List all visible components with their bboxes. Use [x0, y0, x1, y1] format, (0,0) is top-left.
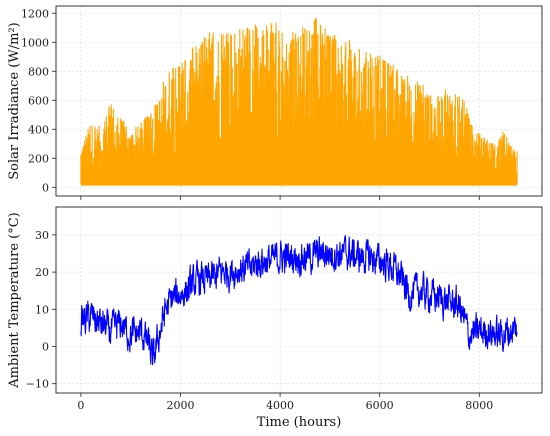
solar-irradiance-panel: 0 200 400 600 800 1000 1200 Solar Irradiance (… [7, 5, 543, 200]
ambient-temperature-series [80, 234, 518, 366]
y-tick-label: 30 [35, 229, 49, 242]
ambient-temperature-panel: 0 2000 4000 6000 8000 −10 0 10 20 30 Ambient Temp… [7, 206, 543, 430]
temperature-y-axis-label: Ambient Temperature (°C) [7, 212, 22, 389]
y-tick-label: 400 [28, 123, 49, 136]
temperature-plot-frame [55, 206, 543, 394]
ambient-temperature-line [80, 234, 518, 366]
solar-irradiance-line [80, 17, 518, 185]
solar-irradiance-series [80, 17, 518, 186]
x-tick-label: 2000 [166, 399, 194, 412]
y-tick-label: −10 [26, 378, 49, 391]
temperature-grid [56, 207, 542, 393]
y-tick-label: 20 [35, 266, 49, 279]
solar-y-axis-label: Solar Irradiance (W/m²) [7, 22, 22, 179]
y-tick-label: 0 [42, 341, 49, 354]
x-tick-label: 0 [77, 399, 84, 412]
y-tick-label: 10 [35, 303, 49, 316]
solar-axis-ticks: 0 200 400 600 800 1000 1200 [21, 7, 480, 200]
x-tick-label: 6000 [366, 399, 394, 412]
y-tick-label: 600 [28, 94, 49, 107]
y-tick-label: 0 [42, 181, 49, 194]
x-tick-label: 8000 [465, 399, 493, 412]
temperature-axis-ticks: 0 2000 4000 6000 8000 −10 0 10 20 30 [26, 229, 493, 412]
y-tick-label: 1000 [21, 36, 49, 49]
x-axis-label: Time (hours) [257, 415, 342, 430]
y-tick-label: 1200 [21, 7, 49, 20]
solar-plot-frame [55, 5, 543, 197]
x-tick-label: 4000 [266, 399, 294, 412]
y-tick-label: 200 [28, 152, 49, 165]
y-tick-label: 800 [28, 65, 49, 78]
